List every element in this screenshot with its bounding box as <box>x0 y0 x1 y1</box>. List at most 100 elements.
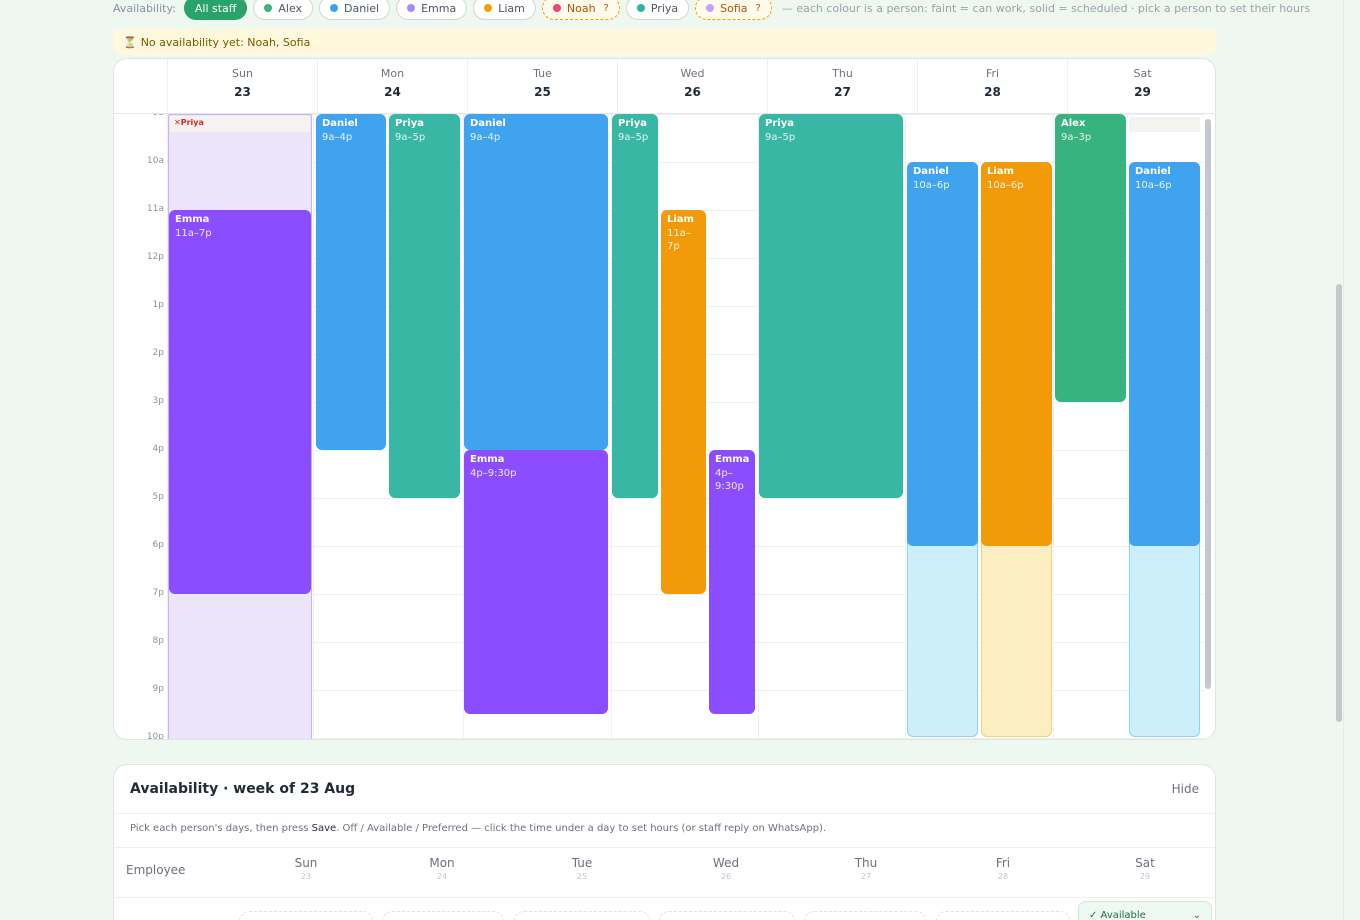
hide-button[interactable]: Hide <box>1171 782 1199 796</box>
availability-select-sat[interactable]: ✓ Available ⌄ <box>1078 901 1212 920</box>
day-date: 24 <box>384 85 401 99</box>
col-day-name: Sat <box>1135 856 1155 870</box>
availability-col-sun: Sun 23 <box>266 856 346 881</box>
close-icon: ✕ <box>174 118 181 127</box>
col-day-date: 28 <box>997 872 1009 881</box>
employee-column-header: Employee <box>126 863 186 877</box>
calendar-scrollbar[interactable] <box>1205 119 1211 689</box>
color-dot-icon <box>552 4 561 12</box>
shift-block[interactable]: Daniel 10a–6p <box>1129 162 1200 546</box>
day-header-tue[interactable]: Tue 25 <box>467 59 617 114</box>
chip-alex[interactable]: Alex <box>253 0 314 20</box>
time-label: 3p <box>152 396 164 406</box>
chip-emma[interactable]: Emma <box>396 0 468 20</box>
day-header-wed[interactable]: Wed 26 <box>617 59 767 114</box>
shift-time: 4p–9:30p <box>715 467 744 493</box>
shift-block[interactable]: Emma 11a–7p <box>169 210 311 594</box>
help-text: . Off / Available / Preferred — click th… <box>336 823 827 834</box>
col-day-name: Fri <box>995 856 1011 870</box>
day-name: Wed <box>680 67 705 80</box>
day-header-sun[interactable]: Sun 23 <box>167 59 317 114</box>
calendar-header: Sun 23 Mon 24 Tue 25 Wed 26 Thu 27 Fri 28 Sat 2… <box>114 59 1215 114</box>
availability-select[interactable] <box>239 911 373 920</box>
shift-block[interactable]: Emma 4p–9:30p <box>464 450 608 714</box>
day-name: Sat <box>1133 67 1152 80</box>
page-scrollbar-thumb[interactable] <box>1336 284 1342 722</box>
availability-col-sat: Sat 29 <box>1105 856 1185 881</box>
availability-col-fri: Fri 28 <box>963 856 1043 881</box>
chip-label: All staff <box>194 1 237 15</box>
day-column-line <box>905 114 906 739</box>
shift-block[interactable]: Priya 9a–5p <box>759 114 903 498</box>
hour-line <box>167 594 1204 595</box>
col-day-date: 24 <box>436 872 448 881</box>
day-column-line <box>758 114 759 739</box>
col-day-name: Tue <box>571 856 593 870</box>
banner-text: No availability yet: Noah, Sofia <box>140 35 311 49</box>
shift-block[interactable]: Priya 9a–5p <box>612 114 658 498</box>
col-day-name: Sun <box>294 856 318 870</box>
day-name: Thu <box>832 67 853 80</box>
hourglass-icon: ⏳ <box>123 35 137 49</box>
shift-name: Emma <box>175 214 210 225</box>
chip-all-staff[interactable]: All staff <box>183 0 248 20</box>
divider <box>114 813 1215 814</box>
filter-hint: — each colour is a person: faint = can w… <box>781 1 1311 15</box>
day-column-line <box>611 114 612 739</box>
help-save-word: Save <box>311 823 337 834</box>
chip-daniel[interactable]: Daniel <box>319 0 391 20</box>
shift-time: 9a–4p <box>470 131 501 143</box>
color-dot-icon <box>330 4 339 12</box>
color-dot-icon <box>407 4 416 12</box>
day-header-fri[interactable]: Fri 28 <box>917 59 1067 114</box>
shift-block[interactable]: Priya 9a–5p <box>389 114 460 498</box>
col-day-name: Wed <box>712 856 740 870</box>
shift-name: Priya <box>765 118 794 129</box>
availability-block-empty[interactable] <box>1129 117 1200 132</box>
time-grid[interactable]: 9a 10a 11a 12p 1p 2p 3p 4p 5p 6p 7p 8p 9… <box>114 114 1204 740</box>
availability-select[interactable] <box>382 911 504 920</box>
chevron-down-icon: ⌄ <box>1192 910 1201 920</box>
chip-sofia[interactable]: Sofia? <box>695 0 772 20</box>
shift-block[interactable]: Liam 10a–6p <box>981 162 1052 546</box>
no-availability-banner: ⏳ No availability yet: Noah, Sofia <box>113 29 1216 55</box>
chip-label: Noah <box>566 1 596 15</box>
chip-liam[interactable]: Liam <box>473 0 536 20</box>
chip-priya[interactable]: Priya <box>625 0 690 20</box>
shift-block[interactable]: Emma 4p–9:30p <box>709 450 755 714</box>
availability-select[interactable] <box>514 911 650 920</box>
hour-line <box>167 162 1204 163</box>
shift-name: Liam <box>987 166 1014 177</box>
time-label: 10p <box>146 732 164 740</box>
day-header-sat[interactable]: Sat 29 <box>1067 59 1215 114</box>
chip-noah[interactable]: Noah? <box>541 0 620 20</box>
day-date: 25 <box>534 85 551 99</box>
hour-line <box>167 642 1204 643</box>
unavailable-marker[interactable]: ✕Priya <box>170 116 310 132</box>
day-name: Fri <box>985 67 1000 80</box>
shift-block[interactable]: Daniel 10a–6p <box>907 162 978 546</box>
availability-select[interactable] <box>659 911 795 920</box>
shift-block[interactable]: Alex 9a–3p <box>1055 114 1126 402</box>
shift-block[interactable]: Liam 11a–7p <box>661 210 706 594</box>
time-label: 4p <box>152 444 164 454</box>
shift-block[interactable]: Daniel 9a–4p <box>316 114 386 450</box>
chip-label: Daniel <box>344 1 380 15</box>
chip-label: Liam <box>498 1 525 15</box>
help-text: Pick each person's days, then press <box>130 823 312 834</box>
time-label: 1p <box>152 300 164 310</box>
availability-help: Pick each person's days, then press Save… <box>130 823 826 834</box>
filter-label: Availability: <box>113 1 176 15</box>
scrollbar-thumb[interactable] <box>1205 119 1211 689</box>
day-header-thu[interactable]: Thu 27 <box>767 59 917 114</box>
day-header-mon[interactable]: Mon 24 <box>317 59 467 114</box>
time-label: 6p <box>152 540 164 550</box>
shift-name: Liam <box>667 214 694 225</box>
day-column-line <box>463 114 464 739</box>
availability-select[interactable] <box>804 911 926 920</box>
day-date: 26 <box>684 85 701 99</box>
shift-block[interactable]: Daniel 9a–4p <box>464 114 608 450</box>
availability-select[interactable] <box>936 911 1070 920</box>
color-dot-icon <box>706 4 715 12</box>
time-label: 11a <box>147 204 164 214</box>
